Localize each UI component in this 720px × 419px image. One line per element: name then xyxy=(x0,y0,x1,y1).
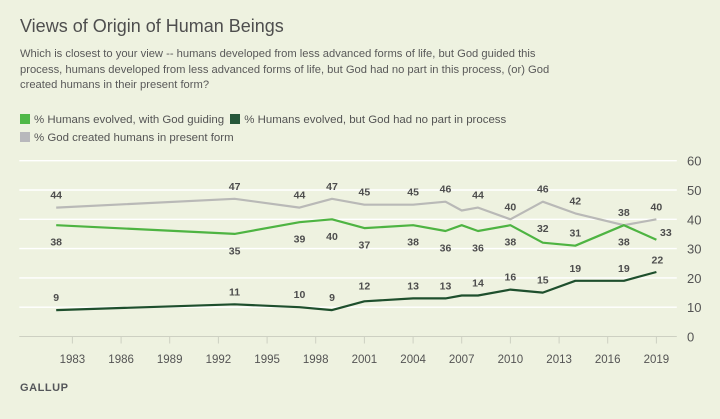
svg-text:1986: 1986 xyxy=(108,354,134,366)
svg-text:31: 31 xyxy=(569,228,581,240)
svg-text:2010: 2010 xyxy=(498,354,524,366)
svg-text:15: 15 xyxy=(537,275,549,287)
svg-text:44: 44 xyxy=(472,190,484,202)
svg-text:39: 39 xyxy=(294,234,306,246)
svg-text:9: 9 xyxy=(53,292,59,304)
svg-text:1992: 1992 xyxy=(206,354,232,366)
svg-text:10: 10 xyxy=(687,300,701,315)
svg-text:11: 11 xyxy=(229,286,240,298)
svg-text:40: 40 xyxy=(326,231,338,243)
svg-text:45: 45 xyxy=(407,187,419,199)
svg-text:2013: 2013 xyxy=(546,354,572,366)
svg-text:33: 33 xyxy=(660,227,672,239)
svg-text:38: 38 xyxy=(618,207,630,219)
svg-text:44: 44 xyxy=(294,190,306,202)
svg-text:12: 12 xyxy=(359,280,371,292)
svg-text:38: 38 xyxy=(505,237,517,249)
svg-text:36: 36 xyxy=(472,243,484,255)
svg-text:46: 46 xyxy=(440,184,452,196)
svg-text:0: 0 xyxy=(687,330,694,345)
svg-text:38: 38 xyxy=(50,237,62,249)
svg-text:38: 38 xyxy=(407,237,419,249)
svg-text:35: 35 xyxy=(229,245,241,257)
svg-text:40: 40 xyxy=(505,201,517,213)
svg-text:50: 50 xyxy=(687,183,701,198)
svg-text:1995: 1995 xyxy=(254,354,280,366)
svg-text:19: 19 xyxy=(569,263,581,275)
svg-text:47: 47 xyxy=(326,181,338,193)
svg-text:37: 37 xyxy=(359,240,371,252)
svg-text:46: 46 xyxy=(537,184,549,196)
svg-text:30: 30 xyxy=(687,242,701,257)
svg-text:13: 13 xyxy=(440,280,452,292)
svg-text:40: 40 xyxy=(687,212,701,227)
svg-text:13: 13 xyxy=(407,280,419,292)
svg-text:60: 60 xyxy=(687,154,701,169)
svg-text:1983: 1983 xyxy=(60,354,86,366)
svg-text:2007: 2007 xyxy=(449,354,475,366)
svg-text:9: 9 xyxy=(329,292,335,304)
svg-text:47: 47 xyxy=(229,181,241,193)
svg-text:44: 44 xyxy=(50,190,62,202)
svg-text:1989: 1989 xyxy=(157,354,183,366)
svg-text:36: 36 xyxy=(440,243,452,255)
svg-text:45: 45 xyxy=(359,187,371,199)
svg-text:22: 22 xyxy=(652,255,664,267)
svg-text:2001: 2001 xyxy=(352,354,378,366)
svg-text:2004: 2004 xyxy=(400,354,426,366)
svg-text:2016: 2016 xyxy=(595,354,621,366)
svg-text:2019: 2019 xyxy=(644,354,670,366)
svg-text:38: 38 xyxy=(618,237,630,249)
svg-text:10: 10 xyxy=(294,289,306,301)
svg-text:16: 16 xyxy=(505,272,517,284)
svg-text:32: 32 xyxy=(537,223,549,235)
svg-text:1998: 1998 xyxy=(303,354,329,366)
svg-text:42: 42 xyxy=(569,195,581,207)
svg-text:20: 20 xyxy=(687,271,701,286)
svg-text:40: 40 xyxy=(651,201,663,213)
svg-text:14: 14 xyxy=(472,278,484,290)
svg-text:19: 19 xyxy=(618,263,630,275)
